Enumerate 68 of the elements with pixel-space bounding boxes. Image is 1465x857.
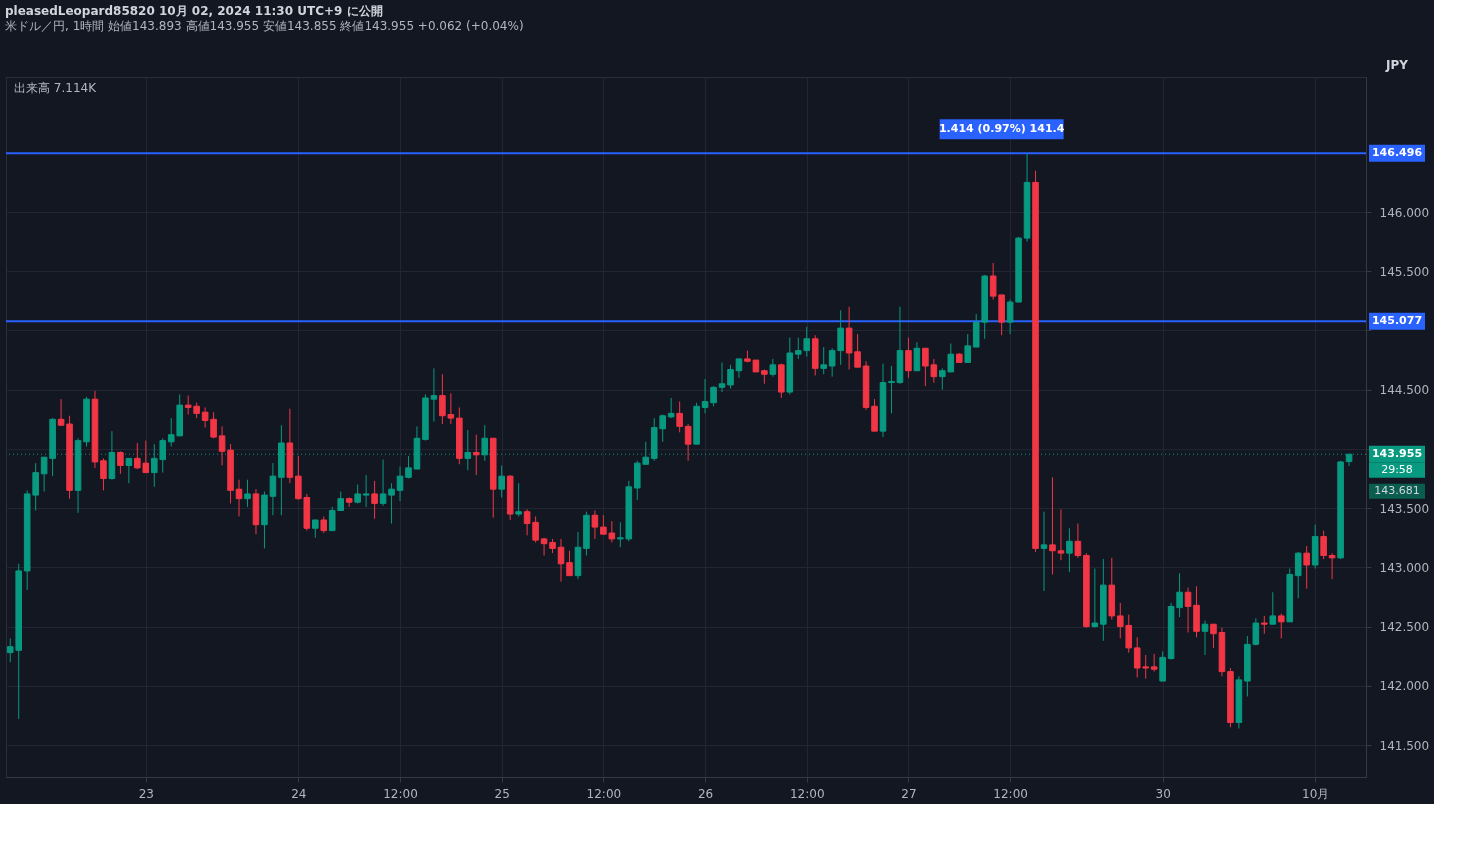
candlestick: [1277, 613, 1285, 639]
candlestick: [464, 429, 472, 471]
candlestick: [472, 434, 480, 476]
candlestick: [1201, 620, 1209, 656]
text: JPY: [1385, 58, 1409, 72]
candlestick: [1040, 511, 1048, 592]
candlestick: [1269, 591, 1277, 625]
candlestick: [1159, 650, 1166, 682]
candlestick: [718, 361, 726, 393]
candlestick: [566, 550, 573, 577]
y-tick-label: 143.500: [1379, 501, 1430, 516]
y-tick-label: 141.500: [1379, 738, 1430, 753]
candlestick: [405, 455, 412, 480]
candlestick: [125, 457, 133, 484]
candlestick: [1091, 568, 1099, 629]
candlestick: [735, 358, 743, 379]
y-tick-label: 145.500: [1379, 264, 1430, 279]
x-tick-label: 12:00: [789, 786, 825, 801]
candlestick: [684, 423, 692, 462]
candlestick: [888, 365, 895, 414]
y-tick-label: 142.500: [1379, 620, 1430, 635]
candlestick: [1320, 530, 1327, 560]
ref-line-label: 143.955: [1371, 447, 1423, 461]
candlestick: [371, 480, 378, 520]
candlestick: [1303, 545, 1310, 590]
x-tick-label: 25: [494, 786, 510, 801]
x-tick-label: 12:00: [586, 786, 622, 801]
candlestick: [1328, 552, 1336, 580]
candlestick: [100, 457, 107, 491]
text: 143.681: [1374, 484, 1420, 498]
annotation: 1.414 (0.97%) 141.4: [938, 122, 1065, 136]
x-tick-label: 27: [901, 786, 917, 801]
candlestick: [676, 401, 683, 433]
x-tick-label: 10月: [1302, 786, 1330, 801]
x-tick-label: 26: [697, 786, 714, 801]
candlestick: [1066, 527, 1073, 573]
chart-subtitle: 米ドル／円, 1時間 始値143.893 高値143.955 安値143.855 終値143.955 +0.062 (+0.04%): [5, 19, 524, 33]
candlestick: [1210, 623, 1217, 649]
x-tick-label: 12:00: [383, 786, 418, 801]
text: 29:58: [1381, 463, 1413, 477]
ref-line-label: 146.496: [1371, 146, 1423, 160]
candlestick: [964, 333, 972, 363]
candlestick: [244, 479, 251, 508]
candlestick: [1294, 551, 1302, 599]
y-tick-label: 143.000: [1379, 560, 1430, 575]
candlestick: [362, 474, 370, 508]
y-tick-label: 142.000: [1379, 679, 1430, 694]
candlestick: [905, 337, 912, 379]
candlestick: [515, 482, 522, 517]
candlestick: [820, 346, 827, 375]
candlestick: [591, 510, 599, 540]
ref-line-label: 145.077: [1371, 314, 1423, 328]
annotation: 出来高 7.114K: [14, 81, 98, 95]
y-tick-label: 146.000: [1379, 205, 1430, 220]
x-tick-label: 24: [291, 786, 307, 801]
y-tick-label: 144.500: [1379, 383, 1430, 398]
x-tick-label: 30: [1155, 786, 1171, 801]
candlestick: [396, 466, 404, 502]
candlestick: [498, 464, 505, 498]
chart-title: pleasedLeopard85820 10月 02, 2024 11:30 UTC+9 に公開: [5, 4, 383, 18]
x-tick-label: 12:00: [993, 786, 1028, 801]
candlestick: [1049, 476, 1056, 575]
candlestick: [913, 341, 921, 372]
x-tick-label: 23: [138, 786, 154, 801]
candlestick: [1057, 508, 1065, 561]
candlestick: [1074, 523, 1082, 559]
candlestick: [727, 364, 734, 390]
candlestick: [117, 450, 124, 475]
